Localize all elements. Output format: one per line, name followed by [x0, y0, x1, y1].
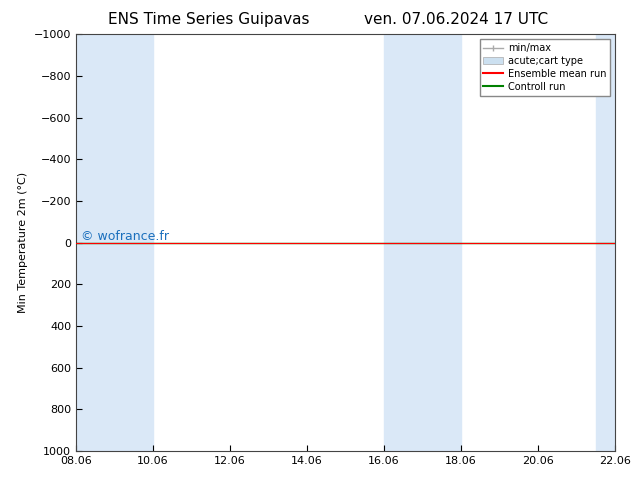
Text: ENS Time Series Guipavas: ENS Time Series Guipavas — [108, 12, 310, 27]
Text: ven. 07.06.2024 17 UTC: ven. 07.06.2024 17 UTC — [365, 12, 548, 27]
Bar — [76, 34, 153, 451]
Y-axis label: Min Temperature 2m (°C): Min Temperature 2m (°C) — [18, 172, 29, 313]
Legend: min/max, acute;cart type, Ensemble mean run, Controll run: min/max, acute;cart type, Ensemble mean … — [479, 39, 610, 96]
Bar — [384, 34, 461, 451]
Text: © wofrance.fr: © wofrance.fr — [81, 229, 169, 243]
Bar — [596, 34, 634, 451]
